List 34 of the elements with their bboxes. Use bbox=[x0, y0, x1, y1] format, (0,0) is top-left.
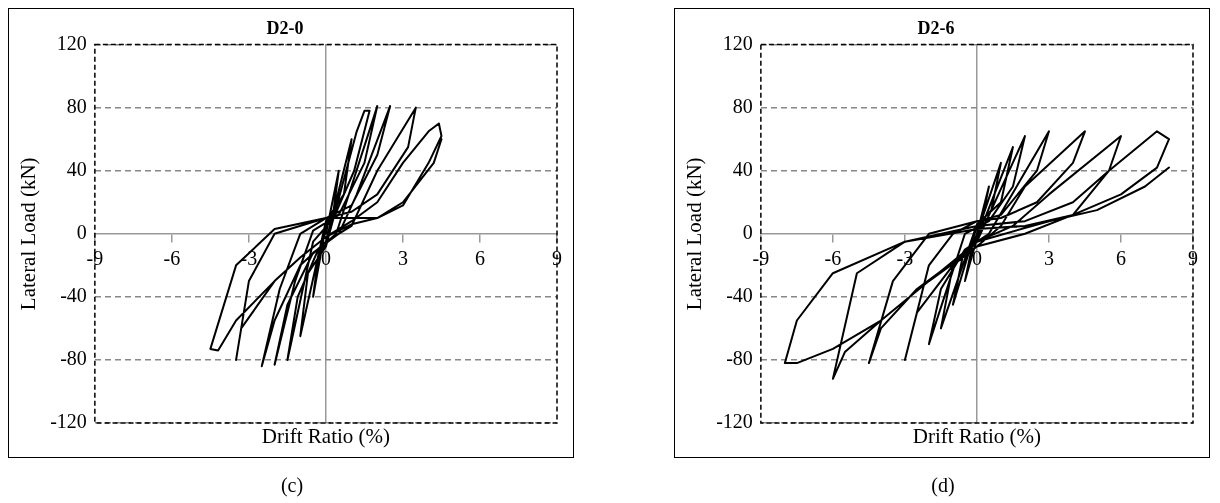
y-tick-label: -40 bbox=[726, 284, 753, 307]
x-tick-label: 6 bbox=[1115, 247, 1126, 270]
y-tick-label: -40 bbox=[60, 284, 87, 307]
y-tick-label: 120 bbox=[722, 31, 753, 54]
y-tick-label: -80 bbox=[60, 347, 87, 370]
x-tick-label: 0 bbox=[971, 247, 982, 270]
y-tick-label: -120 bbox=[716, 410, 753, 433]
text: (d) bbox=[930, 474, 956, 497]
x-axis-title: Drift Ratio (%) bbox=[912, 424, 1042, 449]
text: (c) bbox=[279, 474, 305, 497]
y-axis-title: Lateral Load (kN) bbox=[682, 157, 707, 311]
y-tick-label: -80 bbox=[726, 347, 753, 370]
x-tick-label: 9 bbox=[552, 247, 562, 270]
x-tick-label: -9 bbox=[86, 247, 104, 270]
y-tick-label: 40 bbox=[66, 157, 87, 180]
y-tick-label: 0 bbox=[76, 221, 87, 244]
y-axis-title: Lateral Load (kN) bbox=[16, 157, 41, 311]
x-tick-label: -9 bbox=[752, 247, 770, 270]
y-tick-label: 40 bbox=[732, 157, 753, 180]
x-tick-label: 0 bbox=[320, 247, 331, 270]
x-tick-label: -6 bbox=[824, 247, 842, 270]
chart-title: D2-0 bbox=[266, 18, 304, 39]
x-tick-label: 3 bbox=[397, 247, 408, 270]
y-tick-label: 0 bbox=[742, 221, 753, 244]
x-tick-label: 6 bbox=[474, 247, 485, 270]
y-tick-label: 80 bbox=[66, 94, 87, 117]
x-tick-label: 3 bbox=[1043, 247, 1054, 270]
x-axis-title: Drift Ratio (%) bbox=[261, 424, 391, 449]
x-tick-label: 9 bbox=[1188, 247, 1198, 270]
y-tick-label: -120 bbox=[50, 410, 87, 433]
chart-title: D2-6 bbox=[917, 18, 955, 39]
x-tick-label: -6 bbox=[163, 247, 181, 270]
y-tick-label: 120 bbox=[56, 31, 87, 54]
y-tick-label: 80 bbox=[732, 94, 753, 117]
